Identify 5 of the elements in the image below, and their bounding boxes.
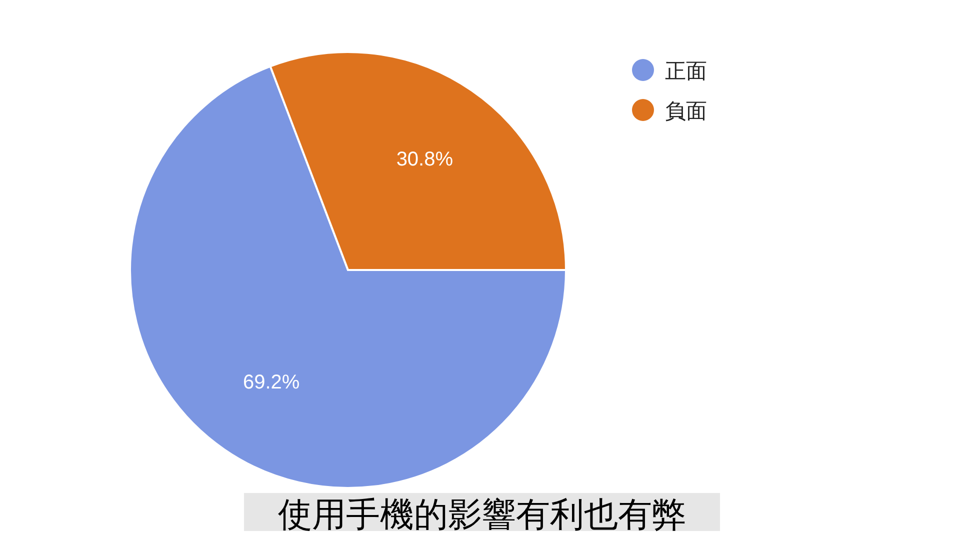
text: 使用手機的影響有利也有弊: [278, 496, 686, 534]
legend-label: 正面: [665, 60, 707, 83]
data-label: 30.8%: [396, 148, 454, 171]
legend-label: 負面: [665, 100, 707, 123]
data-label: 69.2%: [242, 371, 300, 394]
